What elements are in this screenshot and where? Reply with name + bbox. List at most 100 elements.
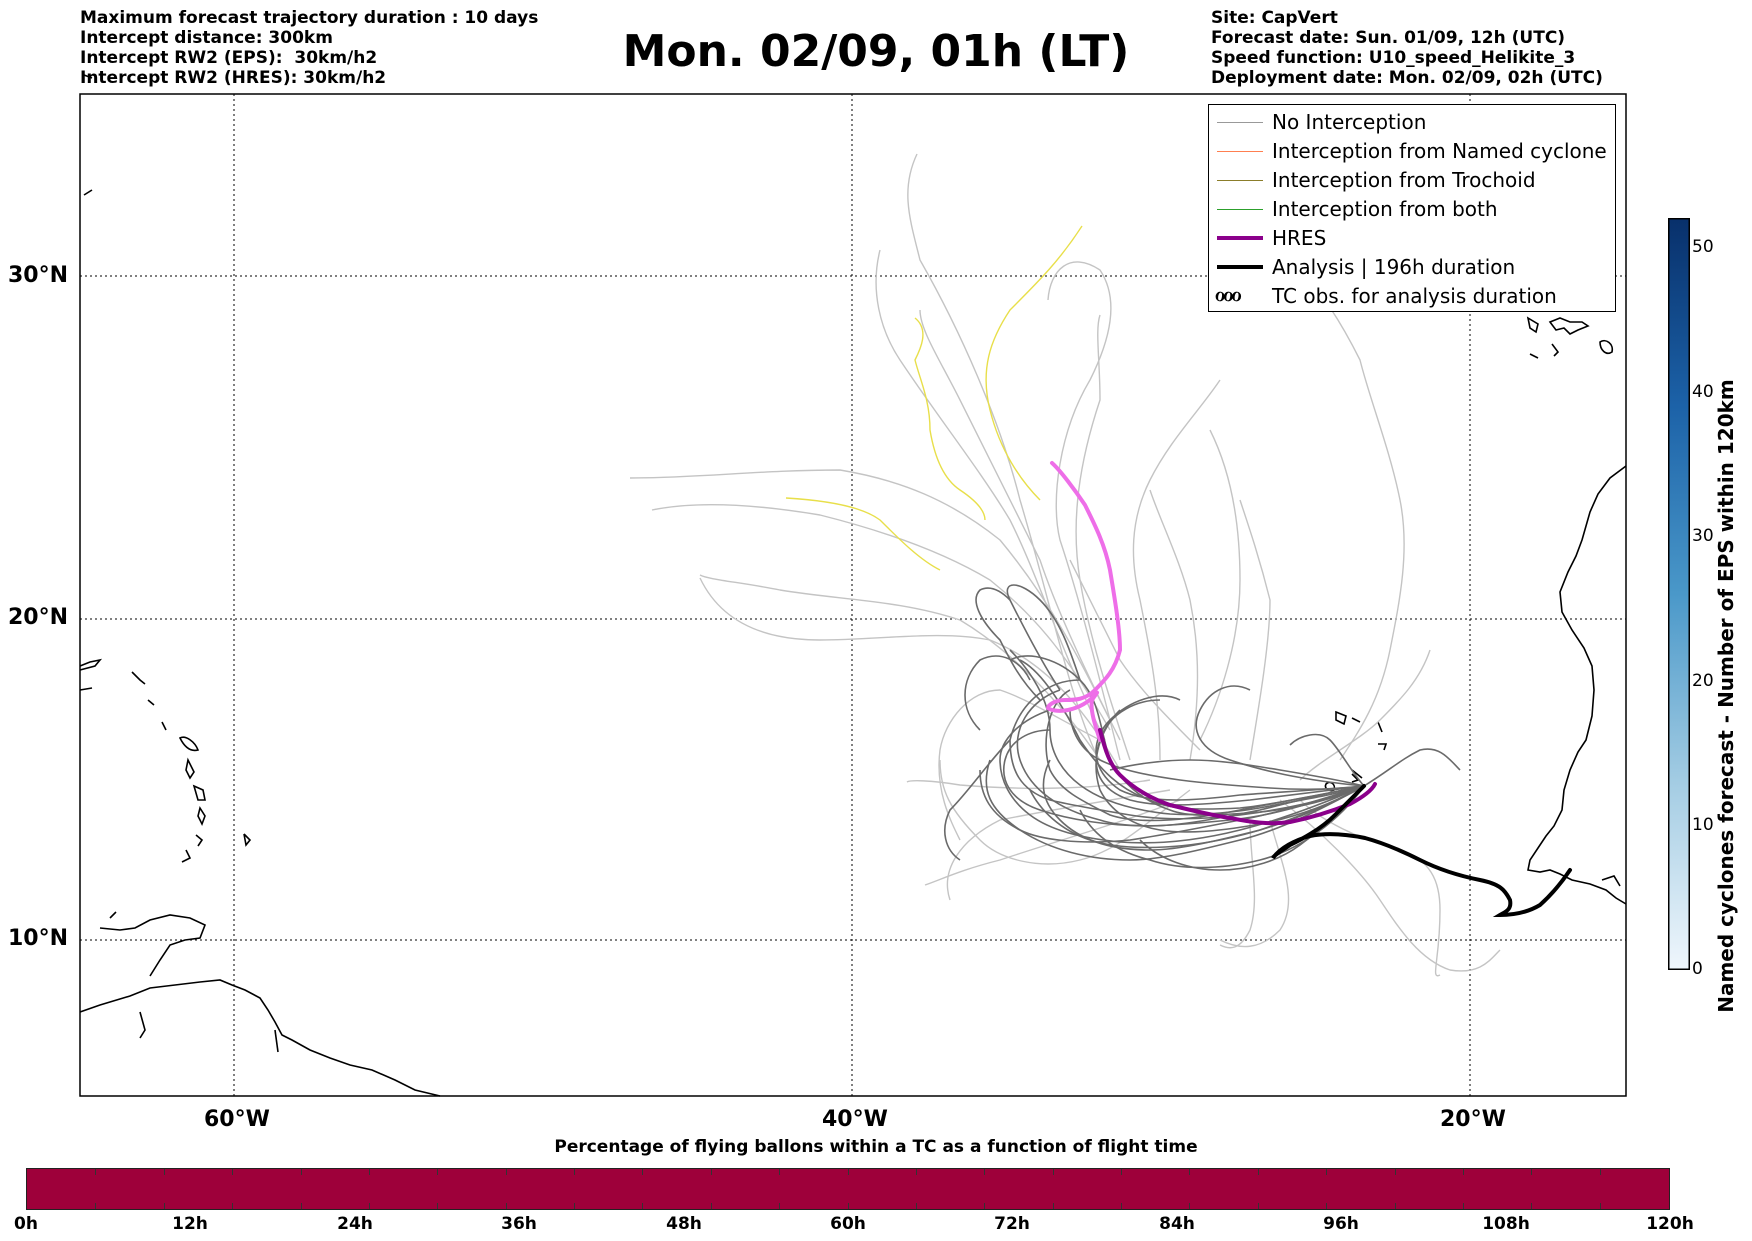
bottom-colorbar-minor-tick (1531, 1169, 1533, 1175)
legend-label: HRES (1272, 226, 1327, 250)
legend-line-swatch (1217, 209, 1263, 210)
bottom-colorbar-minor-tick (505, 1169, 507, 1175)
bottom-colorbar-minor-tick (232, 1203, 234, 1209)
lon-label-40w: 40°W (822, 1107, 888, 1132)
bottom-colorbar-tick: 96h (1323, 1214, 1359, 1234)
colorbar-label: Named cyclones forecast - Number of EPS … (1714, 379, 1738, 1013)
lon-label-60w: 60°W (204, 1107, 270, 1132)
bottom-colorbar-minor-tick (437, 1169, 439, 1175)
bottom-colorbar-minor-tick (847, 1203, 849, 1209)
bottom-colorbar-minor-tick (1189, 1203, 1191, 1209)
bottom-colorbar-minor-tick (847, 1169, 849, 1175)
bottom-colorbar-minor-tick (710, 1203, 712, 1209)
hres-trajectory (1045, 461, 1377, 826)
header-right-info: Site: CapVert Forecast date: Sun. 01/09,… (1211, 8, 1603, 88)
bottom-colorbar-minor-tick (1326, 1169, 1328, 1175)
legend-label: Interception from Named cyclone (1272, 139, 1607, 163)
bottom-colorbar-tick: 12h (172, 1214, 208, 1234)
legend-item: No Interception (1209, 108, 1615, 137)
legend-item: Interception from Named cyclone (1209, 137, 1615, 166)
colorbar-tick: 40 (1692, 382, 1714, 402)
coastlines (79, 74, 1627, 1097)
colorbar-tick: 50 (1692, 237, 1714, 257)
bottom-colorbar-minor-tick (1599, 1203, 1601, 1209)
bottom-colorbar-minor-tick (915, 1203, 917, 1209)
header-left-info: Maximum forecast trajectory duration : 1… (80, 8, 538, 88)
legend-item: ℴℴℴ TC obs. for analysis duration (1209, 282, 1615, 311)
cyclone-colorbar (1668, 218, 1690, 970)
bottom-colorbar-tick: 60h (830, 1214, 866, 1234)
cyclone-symbol-icon: ℴℴℴ (1215, 282, 1242, 307)
bottom-colorbar-minor-tick (984, 1203, 986, 1209)
bottom-colorbar-minor-tick (984, 1169, 986, 1175)
bottom-colorbar-minor-tick (915, 1169, 917, 1175)
lat-label-30n: 30°N (8, 263, 69, 288)
bottom-colorbar-minor-tick (574, 1169, 575, 1175)
colorbar-tick: 10 (1692, 815, 1714, 835)
header-right-line: Forecast date: Sun. 01/09, 12h (UTC) (1211, 28, 1566, 48)
bottom-colorbar-minor-tick (710, 1169, 712, 1175)
bottom-colorbar-tick: 48h (666, 1214, 702, 1234)
bottom-colorbar-minor-tick (1462, 1169, 1464, 1175)
header-right-line: Deployment date: Mon. 02/09, 02h (UTC) (1211, 68, 1603, 88)
bottom-colorbar-minor-tick (642, 1203, 644, 1209)
bottom-colorbar-minor-tick (1257, 1169, 1259, 1175)
legend-label: Analysis | 196h duration (1272, 255, 1516, 279)
eps-trajectories-light (629, 153, 1501, 977)
bottom-colorbar-minor-tick (1394, 1169, 1396, 1175)
bottom-colorbar-minor-tick (1052, 1169, 1054, 1175)
bottom-colorbar-minor-tick (1121, 1203, 1122, 1209)
hres-future-segment (1045, 461, 1123, 742)
bottom-colorbar-minor-tick (368, 1169, 370, 1175)
legend-item: Interception from Trochoid (1209, 166, 1615, 195)
header-left-line: Intercept RW2 (HRES): 30km/h2 (80, 68, 387, 88)
legend-label: No Interception (1272, 110, 1427, 134)
bottom-colorbar-minor-tick (1189, 1169, 1191, 1175)
bottom-colorbar-minor-tick (163, 1203, 165, 1209)
bottom-colorbar-minor-tick (574, 1203, 575, 1209)
lat-label-10n: 10°N (8, 926, 69, 951)
legend-label: Interception from Trochoid (1272, 168, 1536, 192)
bottom-colorbar (26, 1168, 1670, 1210)
analysis-trajectory (1271, 784, 1572, 918)
bottom-colorbar-minor-tick (95, 1203, 97, 1209)
bottom-colorbar-minor-tick (437, 1203, 439, 1209)
bottom-colorbar-minor-tick (1052, 1203, 1054, 1209)
legend-line-swatch (1217, 180, 1263, 181)
bottom-colorbar-tick: 108h (1482, 1214, 1530, 1234)
yellow-trajectories (785, 225, 1083, 571)
header-left-line: Intercept RW2 (EPS): 30km/h2 (80, 48, 378, 68)
bottom-colorbar-minor-tick (163, 1169, 165, 1175)
legend-label: Interception from both (1272, 197, 1498, 221)
bottom-colorbar-tick: 24h (337, 1214, 373, 1234)
legend-line-swatch (1217, 151, 1263, 152)
bottom-colorbar-minor-tick (642, 1169, 644, 1175)
legend-item: Interception from both (1209, 195, 1615, 224)
colorbar-tick: 20 (1692, 671, 1714, 691)
lon-label-20w: 20°W (1440, 1107, 1506, 1132)
bottom-colorbar-tick: 72h (994, 1214, 1030, 1234)
hres-past-segment (1098, 728, 1377, 826)
legend: No Interception Interception from Named … (1208, 104, 1616, 312)
bottom-colorbar-minor-tick (1462, 1203, 1464, 1209)
bottom-colorbar-minor-tick (300, 1203, 302, 1209)
legend-line-swatch (1217, 122, 1263, 123)
bottom-colorbar-tick: 0h (14, 1214, 38, 1234)
header-right-line: Speed function: U10_speed_Helikite_3 (1211, 48, 1576, 68)
bottom-colorbar-title: Percentage of flying ballons within a TC… (554, 1137, 1198, 1157)
bottom-colorbar-minor-tick (1531, 1203, 1533, 1209)
bottom-colorbar-minor-tick (300, 1169, 302, 1175)
bottom-colorbar-minor-tick (779, 1169, 781, 1175)
header-left-line: Intercept distance: 300km (80, 28, 333, 48)
legend-line-swatch (1217, 265, 1263, 269)
legend-item: Analysis | 196h duration (1209, 253, 1615, 282)
bottom-colorbar-minor-tick (95, 1169, 97, 1175)
bottom-colorbar-minor-tick (232, 1169, 234, 1175)
bottom-colorbar-minor-tick (1394, 1203, 1396, 1209)
legend-item: HRES (1209, 224, 1615, 253)
header-right-line: Site: CapVert (1211, 8, 1338, 28)
legend-line-swatch (1217, 236, 1263, 240)
bottom-colorbar-minor-tick (1121, 1169, 1122, 1175)
bottom-colorbar-minor-tick (368, 1203, 370, 1209)
header-left-line: Maximum forecast trajectory duration : 1… (80, 8, 539, 28)
